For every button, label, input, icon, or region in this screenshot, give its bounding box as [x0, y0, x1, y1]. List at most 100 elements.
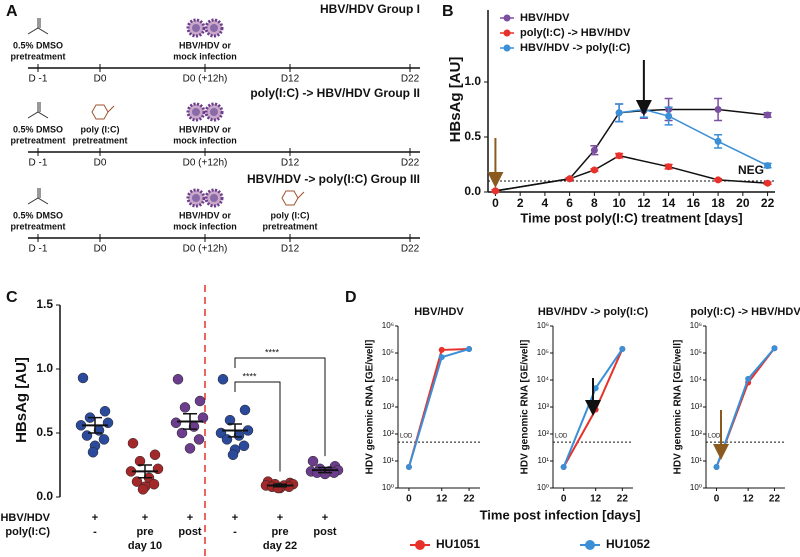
data-point: [665, 112, 673, 120]
data-point: [224, 414, 236, 426]
condition-label: +: [187, 512, 193, 524]
condition-label: +: [142, 512, 148, 524]
lod-label: LOD: [400, 434, 413, 440]
data-point: [194, 395, 206, 407]
y-axis-label: HBsAg [AU]: [13, 357, 30, 443]
timeline-tick-label: D22: [401, 74, 420, 85]
data-point: [217, 373, 229, 385]
legend-label: HBV/HDV: [520, 12, 570, 24]
data-point: [438, 354, 445, 361]
series-line: [715, 347, 776, 468]
x-tick-label: 0: [714, 494, 720, 505]
panel-label: A: [6, 3, 18, 20]
x-tick-label: 4: [542, 196, 549, 210]
data-point: [764, 162, 772, 170]
y-tick-label: 0.0: [36, 489, 53, 503]
data-point: [184, 443, 196, 454]
x-tick-label: 0: [561, 494, 567, 505]
data-point: [131, 476, 143, 487]
y-tick-label: 10⁴: [382, 375, 395, 384]
event-label: 0.5% DMSO: [13, 40, 63, 50]
timeline-tick-label: D22: [401, 244, 420, 255]
event-label: mock infection: [173, 51, 237, 61]
x-axis-label: Time post infection [days]: [480, 507, 641, 522]
condition-label: +: [322, 512, 328, 524]
y-tick-label: 1.5: [36, 297, 53, 311]
x-tick-label: 14: [662, 196, 676, 210]
y-tick-label: 1.0: [36, 361, 53, 375]
virus-core: [210, 194, 218, 202]
legend-marker: [503, 14, 511, 22]
data-point: [438, 346, 445, 353]
data-point: [560, 463, 567, 470]
condition-label: +: [232, 512, 238, 524]
sem-bar: [273, 483, 287, 488]
timeline-tick-label: D12: [281, 244, 300, 255]
timeline-tick-label: D0: [94, 244, 107, 255]
condition-label: pre: [271, 526, 288, 538]
timeline-title: HBV/HDV -> poly(I:C) Group III: [247, 172, 420, 186]
x-tick-label: 12: [743, 494, 755, 505]
data-point: [239, 404, 251, 416]
y-tick-label: 10⁶: [537, 321, 549, 330]
lod-label: LOD: [708, 434, 721, 440]
event-label: poly (I:C): [271, 210, 310, 220]
y-tick-label: 10¹: [382, 456, 394, 465]
event-label: mock infection: [173, 221, 237, 231]
timeline-tick-label: D12: [281, 74, 300, 85]
chart-title: HBV/HDV -> poly(I:C): [538, 306, 649, 318]
timeline-tick-label: D0 (+12h): [183, 74, 228, 85]
data-point: [179, 402, 191, 413]
event-label: 0.5% DMSO: [13, 210, 63, 220]
x-tick-label: 22: [464, 494, 476, 505]
timeline-tick-label: D -1: [29, 158, 48, 169]
event-label: 0.5% DMSO: [13, 124, 63, 134]
y-tick-label: 10⁰: [690, 483, 702, 492]
y-tick-label: 10⁶: [382, 321, 394, 330]
virus-core: [210, 108, 218, 116]
x-tick-label: 2: [517, 196, 524, 210]
panel-label: C: [6, 289, 18, 306]
significance-label: ****: [242, 371, 257, 381]
x-tick-label: 8: [591, 196, 598, 210]
event-label: pretreatment: [72, 135, 127, 145]
timeline-tick-label: D22: [401, 158, 420, 169]
data-point: [592, 385, 599, 392]
timeline-tick-label: D -1: [29, 74, 48, 85]
data-point: [87, 446, 99, 458]
sem-bar: [138, 464, 152, 479]
data-point: [615, 152, 623, 160]
significance-bracket: [234, 357, 326, 457]
data-point: [745, 375, 752, 382]
series-line: [715, 347, 776, 468]
polyic-icon: [91, 104, 115, 120]
x-tick-label: 12: [436, 494, 448, 505]
event-label: HBV/HDV or: [179, 124, 232, 134]
data-point: [148, 478, 160, 490]
y-tick-label: 1.0: [464, 74, 481, 88]
x-tick-label: 22: [761, 196, 775, 210]
significance-bracket: [234, 381, 281, 472]
y-tick-label: 10⁰: [382, 483, 394, 492]
data-point: [137, 484, 149, 495]
data-point: [590, 146, 598, 154]
condition-label: +: [277, 512, 283, 524]
data-point: [590, 166, 598, 174]
legend-label: HU1052: [606, 537, 650, 551]
y-tick-label: 10³: [690, 402, 702, 411]
timeline-tick-label: D0: [94, 74, 107, 85]
panel-label: D: [345, 289, 357, 306]
y-tick-label: 10⁵: [382, 348, 394, 357]
data-point: [221, 434, 233, 445]
virus-core: [192, 194, 200, 202]
data-point: [713, 463, 720, 470]
event-label: mock infection: [173, 135, 237, 145]
panel-label: B: [442, 3, 454, 20]
timeline-tick-label: D0 (+12h): [183, 244, 228, 255]
legend-marker: [503, 44, 511, 52]
timeline-title: poly(I:C) -> HBV/HDV Group II: [250, 86, 420, 100]
y-axis-label: HDV genomic RNA [GE/well]: [673, 340, 684, 475]
dmso-icon: [27, 102, 49, 119]
event-label: poly (I:C): [81, 124, 120, 134]
data-point: [405, 463, 412, 470]
